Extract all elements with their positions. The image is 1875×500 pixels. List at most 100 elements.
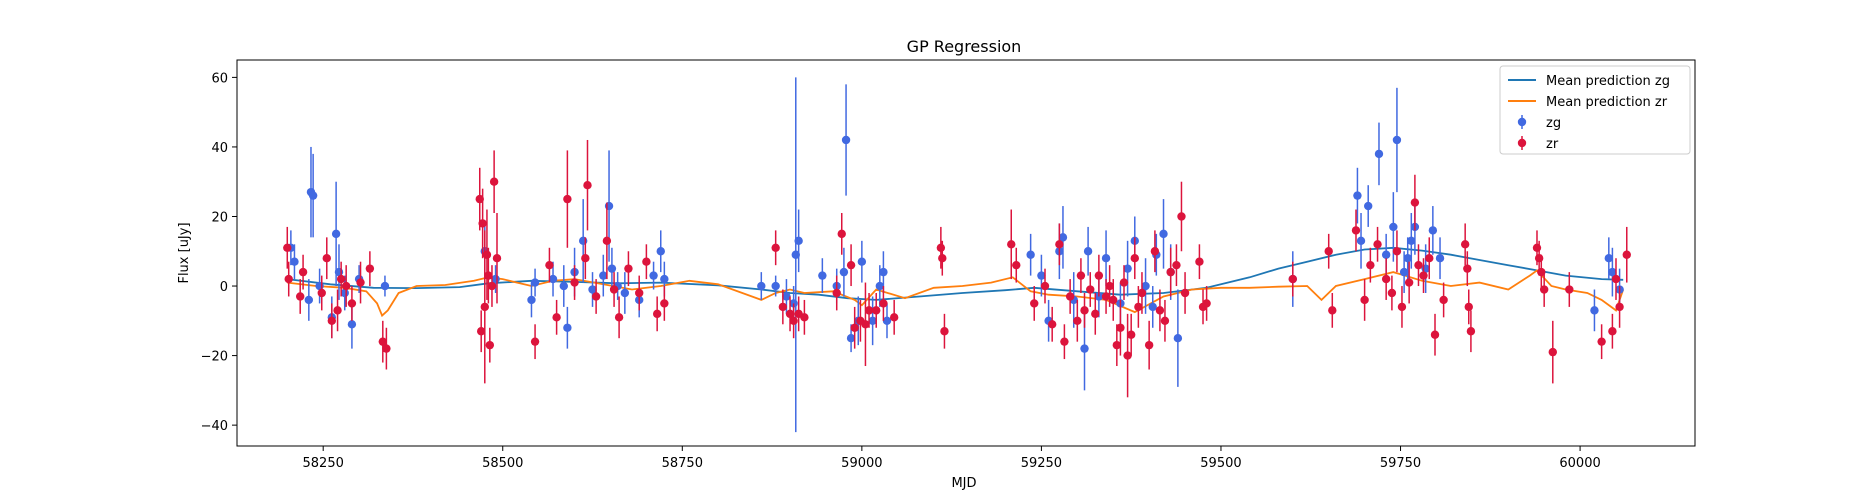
point-zr: [1047, 306, 1057, 342]
point-zr: [1381, 258, 1391, 300]
point-zr: [1548, 320, 1557, 384]
marker: [782, 292, 791, 301]
point-zr: [1030, 286, 1039, 321]
point-zr: [336, 261, 346, 297]
point-zg: [1374, 122, 1384, 186]
point-zr: [1177, 181, 1186, 252]
point-zr: [581, 237, 590, 280]
marker: [771, 243, 780, 252]
marker: [591, 292, 601, 301]
point-zr: [296, 279, 305, 314]
point-zg: [599, 254, 608, 297]
marker: [545, 260, 554, 270]
point-zr: [1130, 237, 1139, 280]
point-zr: [785, 296, 795, 332]
point-zg: [1159, 199, 1168, 269]
point-zr: [850, 306, 859, 349]
point-zr: [478, 188, 487, 259]
marker: [570, 278, 579, 287]
point-zr: [1060, 324, 1069, 360]
point-zr: [333, 289, 342, 332]
point-zg: [530, 268, 540, 297]
point-zr: [1144, 320, 1154, 370]
marker: [837, 229, 846, 239]
point-zg: [588, 272, 597, 307]
point-zr: [800, 299, 809, 335]
y-tick-label: 40: [211, 141, 228, 156]
point-zr: [283, 226, 292, 269]
point-zr: [1065, 279, 1075, 314]
point-zr: [1360, 279, 1369, 321]
marker: [1387, 288, 1397, 298]
marker: [1101, 292, 1111, 301]
point-zr: [1565, 272, 1574, 307]
legend-entry-zg: zg: [1517, 115, 1561, 131]
marker: [1608, 327, 1617, 336]
point-zg: [290, 244, 299, 280]
marker: [482, 250, 492, 259]
marker: [841, 135, 851, 145]
point-zr: [298, 254, 308, 290]
point-zg: [1173, 289, 1183, 387]
marker: [304, 295, 314, 305]
point-zr: [861, 282, 870, 367]
point-zg: [308, 153, 318, 238]
point-zr: [837, 213, 846, 255]
marker: [1373, 240, 1382, 249]
marker: [660, 274, 669, 284]
marker: [1381, 250, 1391, 259]
point-zg: [771, 275, 780, 297]
point-zg: [794, 209, 803, 273]
marker: [1324, 247, 1333, 256]
marker: [1047, 320, 1057, 329]
legend-swatch-marker: [1517, 117, 1527, 127]
marker: [889, 313, 899, 322]
marker: [487, 281, 497, 291]
marker: [1172, 260, 1181, 270]
point-zr: [1012, 247, 1021, 283]
point-zg: [1364, 185, 1373, 227]
point-zr: [347, 286, 357, 321]
marker: [1094, 271, 1104, 280]
point-zg: [1435, 237, 1445, 280]
marker: [1532, 243, 1542, 252]
point-zr: [378, 320, 387, 363]
point-zg: [1101, 230, 1111, 287]
point-zg: [839, 247, 849, 297]
marker: [1597, 337, 1606, 346]
x-axis-label: MJD: [951, 476, 976, 491]
point-zr: [341, 265, 351, 307]
point-zr: [317, 275, 326, 311]
point-zr: [1328, 292, 1337, 328]
marker: [1328, 306, 1337, 315]
point-zr: [552, 299, 561, 335]
point-zr: [1007, 209, 1016, 280]
point-zg: [1123, 240, 1132, 297]
point-zr: [476, 310, 486, 353]
marker: [660, 299, 669, 308]
point-zg: [1026, 233, 1035, 276]
point-zr: [484, 247, 493, 304]
point-zr: [1414, 244, 1423, 287]
point-zr: [327, 303, 337, 339]
point-zr: [660, 286, 669, 321]
plot-area: [283, 77, 1631, 433]
marker: [1407, 236, 1416, 246]
marker: [283, 243, 292, 252]
marker: [1404, 278, 1414, 287]
marker: [1080, 344, 1089, 353]
marker: [1466, 327, 1476, 336]
marker: [607, 264, 617, 273]
point-zr: [530, 324, 540, 360]
point-zr: [1172, 244, 1181, 287]
marker: [578, 236, 588, 246]
marker: [1351, 226, 1361, 235]
marker: [476, 327, 486, 336]
point-zr: [545, 247, 554, 283]
x-tick-label: 58500: [482, 456, 523, 471]
axis-ticks: 58250 58500 58750 59000 59250 59500 59750 60000…: [201, 71, 1601, 471]
marker: [800, 313, 809, 322]
point-zg: [1148, 286, 1157, 328]
marker: [1425, 254, 1434, 263]
marker: [1116, 323, 1125, 332]
